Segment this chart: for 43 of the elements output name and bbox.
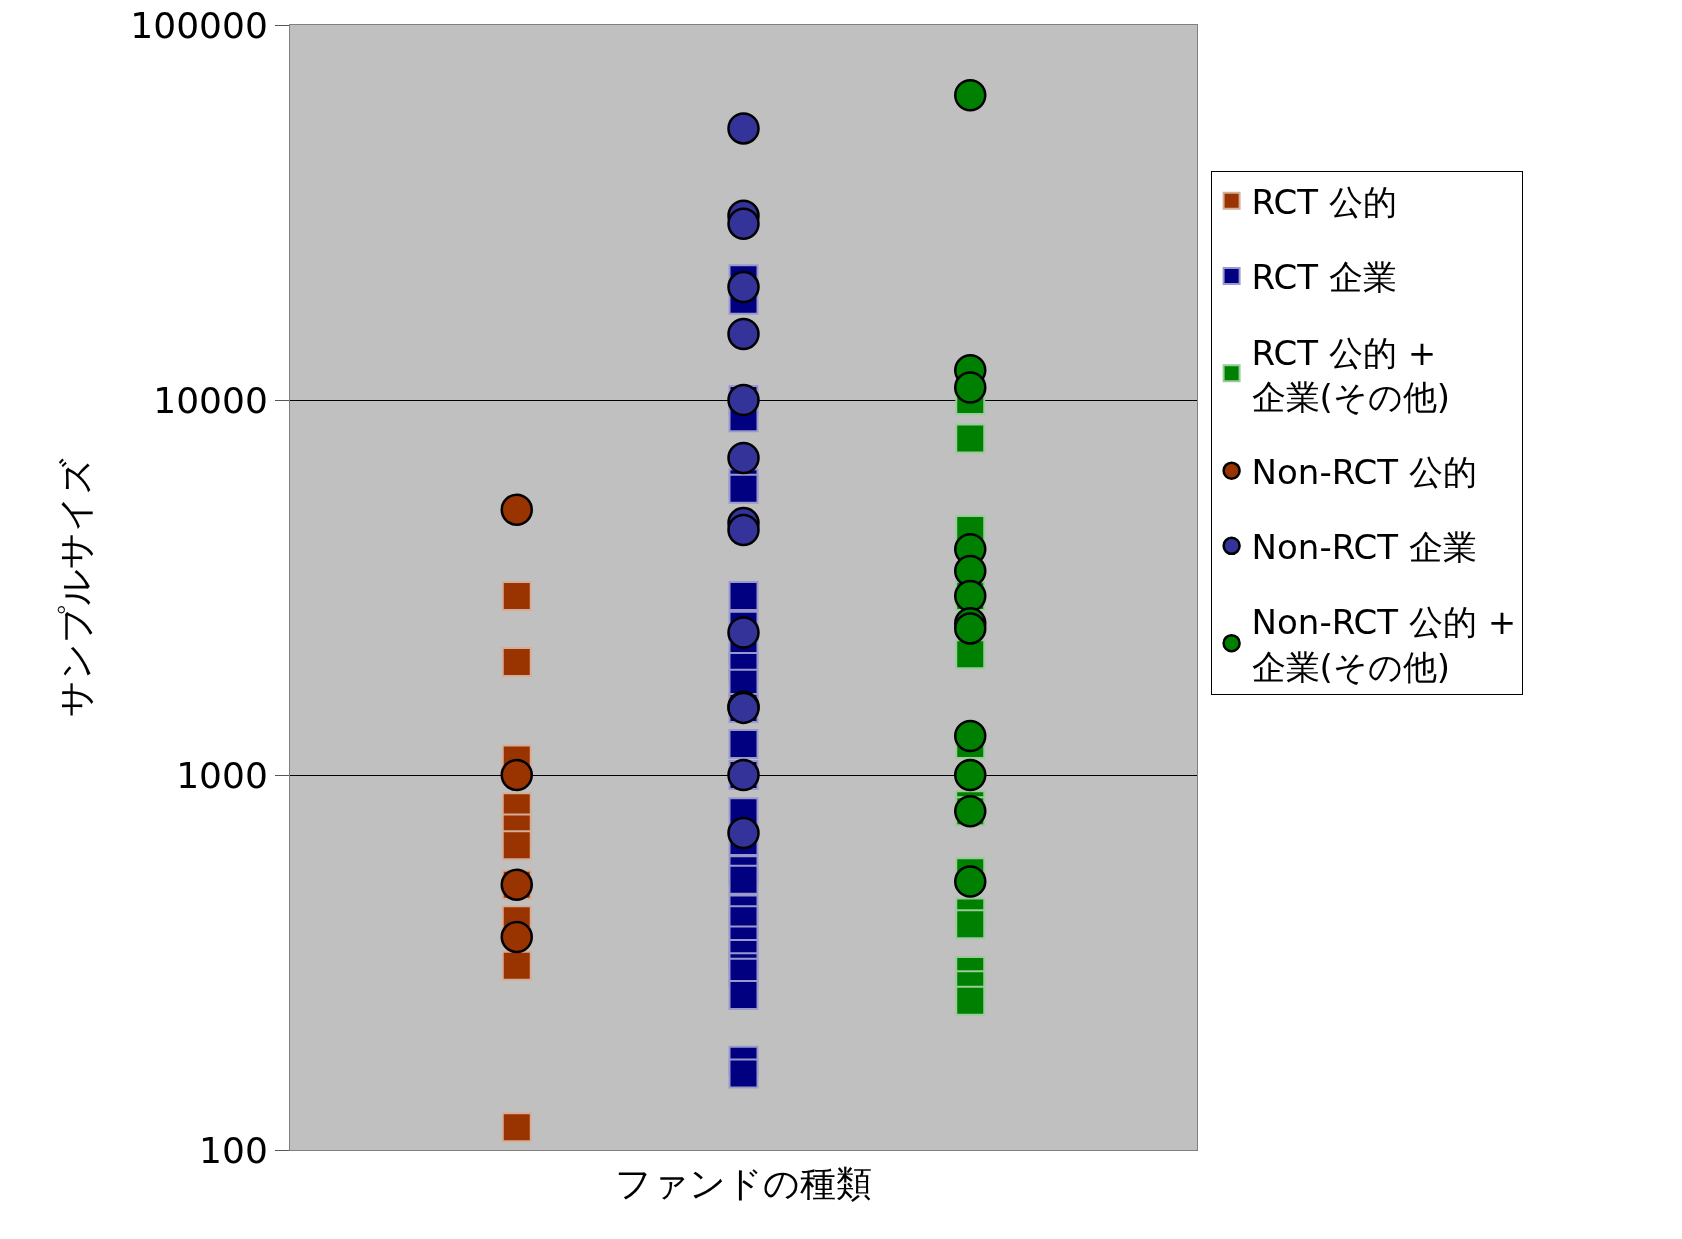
point xyxy=(954,371,987,404)
point xyxy=(955,909,986,940)
point xyxy=(955,423,986,454)
y-tick-label: 100000 xyxy=(130,4,268,46)
point xyxy=(501,950,532,981)
point xyxy=(954,865,987,898)
point xyxy=(501,647,532,678)
point xyxy=(727,317,760,351)
point xyxy=(955,639,986,670)
point xyxy=(727,270,760,304)
point xyxy=(727,441,760,475)
point xyxy=(728,581,759,612)
point xyxy=(727,207,760,241)
point xyxy=(728,728,759,759)
legend-label: RCT 公的 xyxy=(1251,182,1397,223)
legend-label: RCT 企業 xyxy=(1251,257,1397,298)
point xyxy=(501,581,532,612)
point xyxy=(727,616,760,649)
point xyxy=(501,1112,532,1143)
point xyxy=(500,493,533,526)
point xyxy=(954,719,987,753)
y-tick-label: 1000 xyxy=(176,754,268,796)
point xyxy=(728,1058,759,1089)
point xyxy=(955,985,986,1016)
point xyxy=(727,816,760,850)
point xyxy=(501,830,532,861)
point xyxy=(954,78,987,112)
legend-label: RCT 公的 + 企業(その他) xyxy=(1251,332,1451,417)
point xyxy=(728,980,759,1011)
point xyxy=(500,920,533,954)
point xyxy=(954,612,987,645)
point xyxy=(954,758,987,792)
legend-label: Non-RCT 公的 xyxy=(1251,451,1477,492)
legend-label: Non-RCT 企業 xyxy=(1251,527,1477,568)
point xyxy=(727,513,760,547)
point xyxy=(727,112,760,145)
y-axis-title: サンプルサイズ xyxy=(55,458,97,717)
y-tick-label: 100 xyxy=(199,1129,268,1171)
point xyxy=(728,864,759,895)
y-tick-label: 10000 xyxy=(153,379,268,421)
x-axis-title: ファンドの種類 xyxy=(615,1162,872,1204)
point xyxy=(500,758,533,792)
legend-label: Non-RCT 公的 + 企業(その他) xyxy=(1251,602,1517,687)
